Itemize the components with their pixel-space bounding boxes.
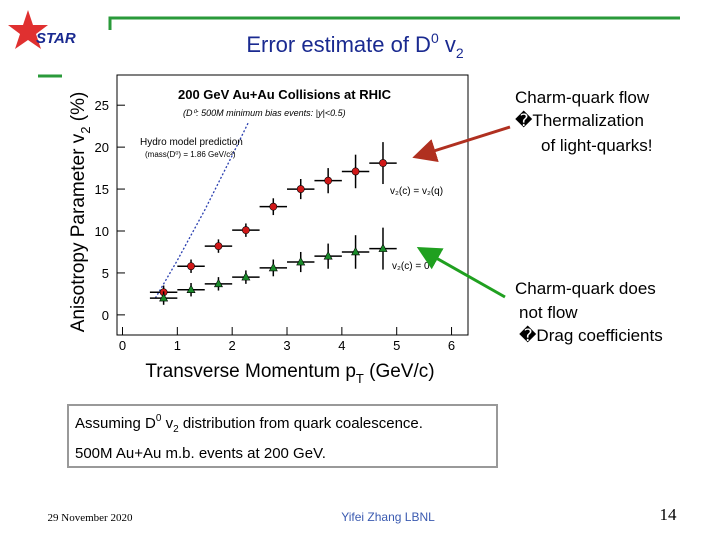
callout-text: Charm-quark flow	[515, 88, 650, 107]
note-line: Assuming D0 v2 distribution from quark c…	[75, 413, 423, 435]
logo-star	[8, 10, 48, 49]
page-number: 14	[660, 505, 678, 524]
note-part: v	[161, 415, 173, 432]
note-part: Assuming D	[75, 415, 156, 432]
plot-subtitle: (D⁰: 500M minimum bias events: |y|<0.5)	[183, 108, 346, 118]
point	[296, 185, 305, 193]
label-part: (GeV/c)	[364, 361, 435, 382]
point	[351, 167, 360, 176]
point	[351, 246, 361, 256]
x-tick-label: 1	[174, 338, 181, 353]
plot: 0 1 2 3 4 5 6 0 5 10 15 20 25	[95, 98, 456, 353]
x-tick-label: 3	[283, 338, 290, 353]
x-axis-label: Transverse Momentum pT (GeV/c)	[145, 361, 434, 386]
x-tick-label: 0	[119, 338, 126, 353]
callout-text: �Drag coefficients	[519, 325, 663, 345]
label-part: Transverse Momentum p	[145, 361, 355, 382]
title-sup: 0	[431, 30, 439, 46]
callout-text: not flow	[519, 303, 578, 322]
footer-date: 29 November 2020	[48, 512, 133, 524]
y-tick-label: 10	[95, 224, 109, 239]
decor-line	[108, 16, 680, 30]
point	[241, 226, 250, 235]
point	[378, 243, 388, 252]
plot-title: 200 GeV Au+Au Collisions at RHIC	[178, 87, 392, 102]
series-label: Hydro model prediction	[140, 137, 243, 148]
point	[213, 278, 223, 288]
callout-text: of light-quarks!	[541, 136, 653, 155]
y-tick-label: 25	[95, 98, 109, 113]
y-tick-label: 15	[95, 182, 109, 197]
y-axis-label: Anisotropy Parameter v2 (%)	[68, 92, 93, 333]
point	[268, 262, 278, 272]
note-sup: 0	[156, 413, 162, 424]
annotation: (mass(D⁰) = 1.86 GeV/c²)	[145, 150, 236, 159]
point	[186, 284, 196, 294]
note-sub: 2	[173, 424, 179, 435]
x-tick-label: 2	[229, 338, 236, 353]
series-label: v₂(c) = v₂(q)	[390, 186, 443, 197]
point	[269, 202, 278, 211]
y-tick-label: 0	[102, 308, 109, 323]
title-part: Error estimate of D	[246, 32, 431, 57]
x-tick-label: 6	[448, 338, 455, 353]
point	[159, 292, 169, 302]
point	[241, 271, 251, 281]
label-sub: T	[356, 371, 364, 386]
callout-arrow	[412, 125, 511, 163]
footer-author: Yifei Zhang LBNL	[341, 510, 435, 524]
note-box	[67, 404, 498, 468]
model-line	[154, 121, 250, 299]
callout-arrow	[416, 247, 506, 299]
y-tick-label: 20	[95, 140, 109, 155]
label-part: Anisotropy Parameter v	[68, 133, 89, 332]
series-label: v₂(c) = 0	[392, 261, 430, 272]
point	[187, 262, 195, 271]
title-part: v	[439, 32, 456, 57]
callout-text: �Thermalization	[515, 110, 644, 130]
plot-frame	[116, 74, 469, 336]
point	[323, 251, 333, 260]
x-tick-label: 5	[393, 338, 400, 353]
note-line: 500M Au+Au m.b. events at 200 GeV.	[75, 445, 326, 462]
point	[296, 256, 306, 266]
point	[324, 176, 333, 185]
label-part: (%)	[68, 92, 89, 127]
title-sub: 2	[456, 45, 464, 61]
slide-title: Error estimate of D0 v2	[246, 30, 464, 61]
label-sub: 2	[78, 127, 93, 134]
x-tick-label: 4	[338, 338, 345, 353]
point	[214, 242, 223, 250]
note-part: distribution from quark coalescence.	[179, 415, 423, 432]
y-tick-label: 5	[102, 266, 109, 281]
callout-text: Charm-quark does	[515, 279, 656, 298]
point	[379, 159, 387, 167]
logo-text: STAR	[36, 30, 76, 47]
